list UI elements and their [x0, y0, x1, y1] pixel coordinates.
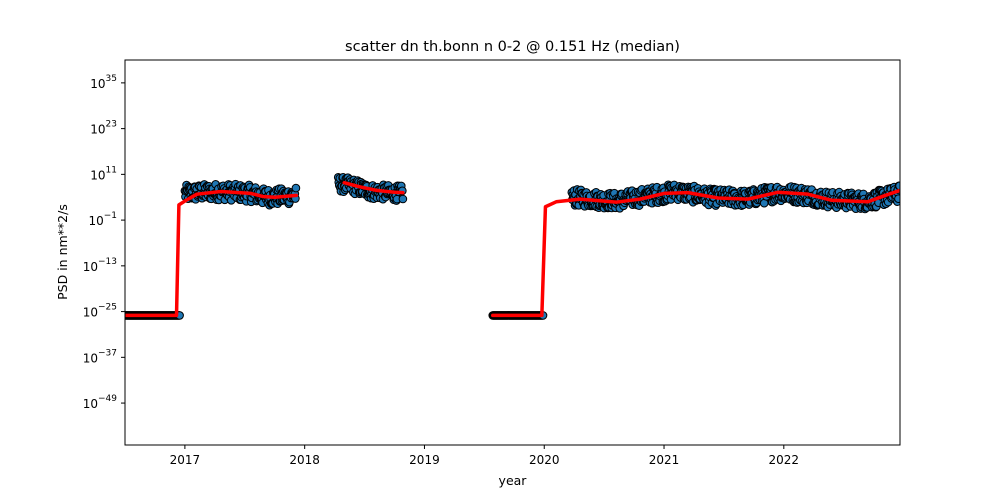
y-tick-label: 10−49 [83, 394, 118, 411]
x-tick-label: 2020 [529, 453, 560, 467]
y-tick-label: 10−13 [83, 257, 117, 274]
y-tick-label: 10−1 [88, 211, 117, 228]
chart-title: scatter dn th.bonn n 0-2 @ 0.151 Hz (med… [345, 39, 680, 55]
median-line-layer [125, 180, 900, 318]
y-axis: 1035 1023 1011 10−1 10−13 10−25 10−37 10−49 [83, 74, 125, 411]
scatter-point [291, 183, 301, 193]
y-tick-label: 1023 [90, 120, 117, 137]
y-tick-label: 1035 [90, 74, 117, 91]
plot-frame [124, 59, 901, 446]
y-tick-label: 10−25 [83, 303, 117, 320]
scatter-point [398, 194, 408, 204]
y-axis-label: PSD in nm**2/s [55, 204, 70, 300]
scatter-points [125, 172, 900, 320]
x-tick-label: 2017 [170, 453, 201, 467]
x-tick-label: 2019 [409, 453, 440, 467]
x-tick-label: 2021 [649, 453, 680, 467]
x-tick-label: 2018 [289, 453, 320, 467]
x-tick-label: 2022 [769, 453, 800, 467]
y-tick-label: 1011 [90, 165, 117, 182]
median-line [125, 180, 900, 318]
x-axis: 2017 2018 2019 2020 2021 2022 [170, 445, 799, 467]
scatter-point [894, 194, 900, 203]
y-tick-label: 10−37 [83, 348, 117, 365]
x-axis-label: year [499, 473, 528, 488]
